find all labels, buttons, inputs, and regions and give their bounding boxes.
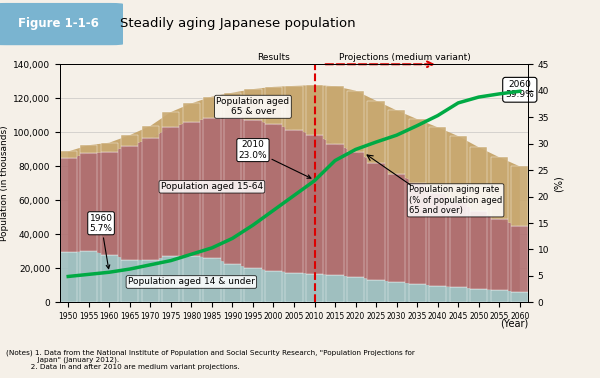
- Bar: [347, 152, 364, 277]
- Bar: [326, 86, 344, 144]
- Bar: [244, 120, 262, 268]
- Bar: [326, 275, 344, 302]
- Bar: [80, 153, 97, 251]
- Bar: [162, 112, 179, 127]
- Bar: [142, 126, 159, 138]
- Text: Population aged 14 & under: Population aged 14 & under: [128, 277, 255, 287]
- FancyBboxPatch shape: [0, 3, 123, 45]
- Bar: [265, 87, 282, 124]
- Bar: [203, 118, 221, 258]
- Bar: [511, 166, 529, 226]
- Bar: [142, 260, 159, 302]
- Text: 2060
39.9%: 2060 39.9%: [505, 80, 534, 99]
- Text: (Notes) 1. Data from the National Institute of Population and Social Security Re: (Notes) 1. Data from the National Instit…: [6, 349, 415, 370]
- Bar: [449, 202, 467, 287]
- Bar: [470, 147, 487, 211]
- Bar: [347, 277, 364, 302]
- Bar: [429, 127, 446, 193]
- Bar: [347, 91, 364, 152]
- Bar: [286, 273, 302, 302]
- Bar: [306, 135, 323, 274]
- Bar: [59, 253, 77, 302]
- Bar: [101, 152, 118, 255]
- Bar: [286, 130, 302, 273]
- Bar: [306, 85, 323, 135]
- Bar: [429, 286, 446, 302]
- Bar: [101, 143, 118, 152]
- Bar: [409, 284, 426, 302]
- Bar: [470, 211, 487, 289]
- Bar: [491, 157, 508, 219]
- Bar: [59, 152, 77, 158]
- Text: Steadily aging Japanese population: Steadily aging Japanese population: [120, 17, 356, 30]
- Bar: [388, 174, 405, 282]
- Text: (Year): (Year): [500, 318, 528, 328]
- Text: Figure 1-1-6: Figure 1-1-6: [19, 17, 99, 30]
- Bar: [244, 89, 262, 120]
- Bar: [470, 289, 487, 302]
- Bar: [306, 274, 323, 302]
- Bar: [59, 158, 77, 253]
- Bar: [224, 264, 241, 302]
- Bar: [491, 290, 508, 302]
- Bar: [491, 219, 508, 290]
- Bar: [511, 226, 529, 291]
- Bar: [162, 127, 179, 256]
- Bar: [367, 101, 385, 163]
- Bar: [142, 138, 159, 260]
- Text: Results: Results: [257, 53, 290, 62]
- Bar: [183, 121, 200, 256]
- Bar: [80, 251, 97, 302]
- Bar: [203, 96, 221, 118]
- Bar: [511, 291, 529, 302]
- Bar: [449, 287, 467, 302]
- Bar: [286, 86, 302, 130]
- Text: Population aged
65 & over: Population aged 65 & over: [217, 97, 290, 116]
- Bar: [80, 145, 97, 153]
- Bar: [409, 183, 426, 284]
- Bar: [101, 255, 118, 302]
- Bar: [121, 146, 139, 260]
- Bar: [244, 268, 262, 302]
- Bar: [326, 144, 344, 275]
- Bar: [449, 136, 467, 202]
- Y-axis label: Population (in thousands): Population (in thousands): [0, 125, 9, 241]
- Bar: [183, 104, 200, 121]
- Bar: [203, 258, 221, 302]
- Y-axis label: (%): (%): [553, 175, 563, 192]
- Bar: [429, 193, 446, 286]
- Text: 2010
23.0%: 2010 23.0%: [239, 140, 311, 178]
- Bar: [265, 271, 282, 302]
- Bar: [367, 163, 385, 280]
- Bar: [162, 256, 179, 302]
- Text: Population aged 15-64: Population aged 15-64: [161, 182, 263, 191]
- Bar: [224, 93, 241, 118]
- Bar: [388, 110, 405, 174]
- Text: Projections (medium variant): Projections (medium variant): [339, 53, 471, 62]
- Bar: [409, 119, 426, 183]
- Bar: [265, 124, 282, 271]
- Bar: [121, 260, 139, 302]
- Bar: [388, 282, 405, 302]
- Bar: [121, 135, 139, 146]
- Bar: [183, 256, 200, 302]
- Bar: [367, 280, 385, 302]
- Bar: [224, 118, 241, 264]
- Text: 1960
5.7%: 1960 5.7%: [89, 214, 113, 269]
- Text: Population aging rate
(% of population aged
65 and over): Population aging rate (% of population a…: [409, 186, 502, 215]
